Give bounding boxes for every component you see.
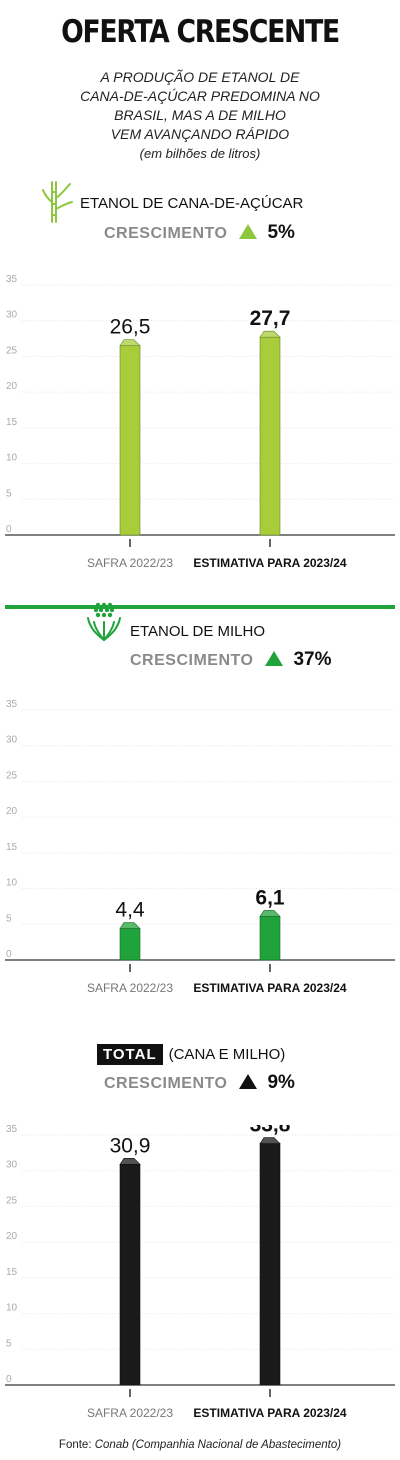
y-tick-label: 15: [6, 1267, 18, 1278]
source-text: Conab (Companhia Nacional de Abastecimen…: [94, 1439, 342, 1451]
y-tick-label: 5: [6, 488, 12, 499]
x-category-label: ESTIMATIVA PARA 2023/24: [193, 556, 346, 570]
growth-value: 9%: [267, 1072, 295, 1093]
total-label: (CANA E MILHO): [168, 1046, 286, 1063]
y-tick-label: 25: [6, 770, 18, 781]
bar-value-label: 6,1: [255, 886, 285, 909]
bar-value-label: 4,4: [115, 899, 145, 922]
y-tick-label: 15: [6, 842, 18, 853]
y-tick-label: 35: [6, 275, 18, 285]
bar: [119, 1163, 141, 1386]
bar: [259, 336, 281, 536]
y-tick-label: 35: [6, 1125, 18, 1135]
subtitle-line: VEM AVANÇANDO RÁPIDO: [110, 126, 290, 142]
growth-label: CRESCIMENTO: [104, 225, 228, 242]
subtitle-line: CANA-DE-AÇÚCAR PREDOMINA NO: [80, 88, 320, 104]
bar-value-label: 27,7: [250, 307, 291, 330]
bar: [259, 916, 281, 961]
subtitle-line: A PRODUÇÃO DE ETANOL DE: [100, 69, 300, 85]
x-category-label: SAFRA 2022/23: [87, 981, 173, 995]
y-tick-label: 0: [6, 524, 12, 535]
corn-icon: [87, 602, 121, 641]
y-tick-label: 25: [6, 345, 18, 356]
y-tick-label: 10: [6, 878, 18, 889]
y-tick-label: 15: [6, 417, 18, 428]
y-tick-label: 35: [6, 700, 18, 710]
y-tick-label: 0: [6, 949, 12, 960]
bar: [259, 1143, 281, 1386]
x-category-label: SAFRA 2022/23: [87, 1406, 173, 1420]
sugarcane-icon: [42, 181, 73, 223]
page-subtitle: A PRODUÇÃO DE ETANOL DE CANA-DE-AÇÚCAR P…: [0, 68, 400, 163]
x-category-label: SAFRA 2022/23: [87, 556, 173, 570]
growth-cane: CRESCIMENTO 5%: [104, 222, 295, 244]
source-note: Fonte: Conab (Companhia Nacional de Abas…: [0, 1439, 400, 1451]
chart-total: 0 5 10 15 20 25 30 35 30,9 SAFRA 2022/23 33,8 ESTIM…: [5, 1125, 395, 1420]
bar: [119, 928, 141, 961]
bar-value-label: 26,5: [110, 316, 151, 339]
y-tick-label: 10: [6, 1303, 18, 1314]
y-tick-label: 25: [6, 1195, 18, 1206]
x-category-label: ESTIMATIVA PARA 2023/24: [193, 1406, 346, 1420]
section-label-corn: ETANOL DE MILHO: [130, 623, 266, 640]
source-prefix: Fonte:: [58, 1439, 95, 1451]
up-triangle-icon: [265, 651, 284, 666]
page-title: OFERTA CRESCENTE: [61, 14, 340, 50]
bar-value-label: 30,9: [110, 1134, 151, 1157]
total-badge: TOTAL: [97, 1044, 163, 1065]
y-tick-label: 20: [6, 806, 18, 817]
y-tick-label: 30: [6, 735, 18, 746]
bar-top: [259, 1137, 281, 1144]
bar-value-label: 33,8: [250, 1125, 291, 1137]
growth-value: 5%: [267, 222, 295, 243]
y-tick-label: 10: [6, 453, 18, 464]
y-tick-label: 20: [6, 381, 18, 392]
subtitle-line: BRASIL, MAS A DE MILHO: [114, 107, 286, 123]
bar-top: [259, 330, 281, 338]
bar-top: [259, 910, 281, 917]
bar: [119, 345, 141, 536]
up-triangle-icon: [239, 224, 258, 239]
bar-top: [119, 922, 141, 929]
y-tick-label: 5: [6, 913, 12, 924]
unit-label: (em bilhões de litros): [139, 146, 261, 161]
growth-corn: CRESCIMENTO 37%: [130, 649, 331, 671]
section-label-cane: ETANOL DE CANA-DE-AÇÚCAR: [80, 195, 304, 212]
chart-cane: 0 5 10 15 20 25 30 35 26,5 SAFRA 2022/23 27,7 ESTIM…: [5, 275, 395, 570]
growth-value: 37%: [293, 649, 332, 670]
chart-corn: 0 5 10 15 20 25 30 35 4,4 SAFRA 2022/23 6,1 ESTIMAT…: [5, 700, 395, 995]
growth-label: CRESCIMENTO: [104, 1075, 228, 1092]
bar-top: [119, 339, 141, 347]
x-category-label: ESTIMATIVA PARA 2023/24: [193, 981, 346, 995]
section-label-total: TOTAL (CANA E MILHO): [97, 1044, 285, 1065]
y-tick-label: 20: [6, 1231, 18, 1242]
section-divider: [5, 605, 395, 609]
growth-label: CRESCIMENTO: [130, 652, 254, 669]
growth-total: CRESCIMENTO 9%: [104, 1072, 295, 1094]
bar-top: [119, 1157, 141, 1165]
y-tick-label: 30: [6, 310, 18, 321]
y-tick-label: 0: [6, 1374, 12, 1385]
up-triangle-icon: [239, 1074, 258, 1089]
y-tick-label: 30: [6, 1160, 18, 1171]
y-tick-label: 5: [6, 1338, 12, 1349]
